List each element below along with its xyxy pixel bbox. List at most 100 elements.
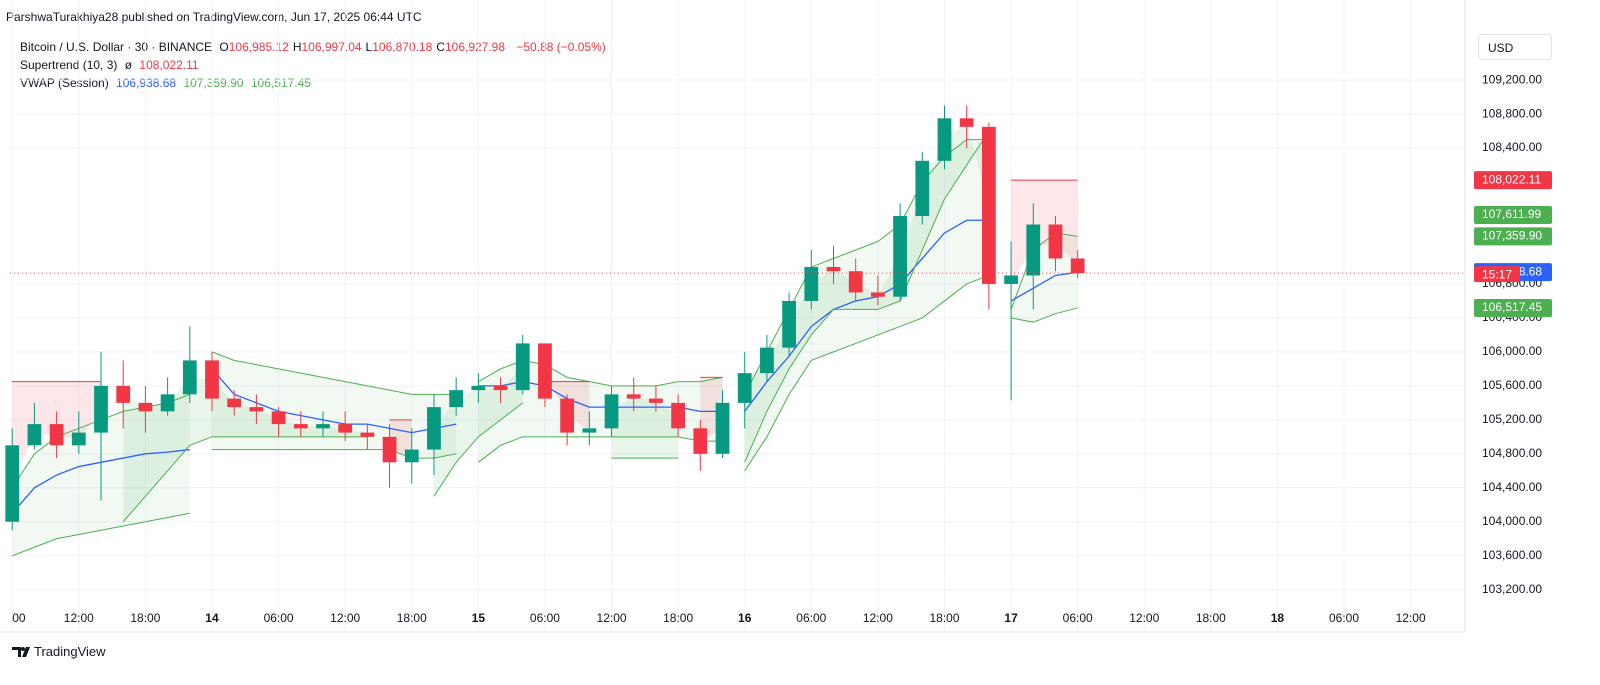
ohlc-key: H: [292, 40, 302, 54]
change: −50.88 (−0.05%): [516, 40, 606, 54]
indicator-value: 108,022.11: [139, 58, 199, 72]
x-tick-label: 12:00: [1396, 611, 1426, 625]
x-tick-label: 12:00: [64, 611, 94, 625]
candle-body: [737, 373, 752, 403]
candle-body: [160, 394, 175, 412]
countdown-badge: [1474, 266, 1520, 283]
candle-body: [71, 432, 86, 446]
vwap-upper-line: [11, 139, 1078, 489]
indicator-name: VWAP (Session): [20, 76, 109, 90]
price-badge-label: 107,611.99: [1482, 207, 1541, 221]
candle-body: [382, 436, 397, 463]
price-badge-label: 106,517.45: [1482, 300, 1542, 314]
candle-body: [27, 424, 42, 446]
price-badge: [1474, 298, 1552, 317]
candle-body: [760, 347, 774, 374]
indicator-symbol: ø: [124, 58, 133, 72]
candle-body: [582, 428, 597, 433]
x-tick-label: 00: [12, 611, 26, 625]
x-tick-label: 18: [1271, 611, 1285, 625]
currency-button[interactable]: USD: [1478, 34, 1552, 60]
candle-body: [560, 398, 575, 433]
supertrend-fill: [12, 381, 102, 484]
y-tick-label: 105,600.00: [1482, 378, 1542, 392]
x-tick-label: 06:00: [796, 611, 826, 625]
supertrend-up-line: [122, 130, 990, 523]
indicator-name: Supertrend (10, 3): [20, 58, 118, 72]
candle-body: [404, 449, 419, 463]
y-tick-label: 106,800.00: [1482, 276, 1542, 290]
indicator-value: 107,359.90: [183, 76, 244, 90]
x-tick-label: 15: [472, 611, 486, 625]
ohlc-key: O: [219, 40, 229, 54]
candle-body: [715, 402, 730, 454]
y-tick-label: 104,800.00: [1482, 446, 1542, 460]
candle-body: [1048, 224, 1063, 259]
x-tick-label: 14: [205, 611, 219, 625]
logo: [12, 646, 30, 657]
candle-body: [981, 126, 996, 284]
x-tick-label: 18:00: [1196, 611, 1226, 625]
price-badge: [1474, 263, 1552, 282]
x-tick-label: 18:00: [929, 611, 959, 625]
ohlc: O106,985.12 H106,997.04 L106,870.18 C106,92…: [219, 40, 509, 54]
y-tick-label: 108,800.00: [1482, 106, 1542, 120]
x-tick-label: 12:00: [1129, 611, 1159, 625]
candle-body: [338, 424, 353, 433]
vwap-band-fill: [211, 351, 457, 459]
candle-body: [893, 216, 907, 297]
y-tick-label: 109,200.00: [1482, 72, 1542, 86]
candle-body: [915, 160, 930, 217]
candle-body: [1004, 275, 1018, 284]
x-tick-label: 12:00: [863, 611, 893, 625]
x-tick-label: 06:00: [1329, 611, 1359, 625]
candle-body: [94, 385, 108, 433]
price-badge: [1474, 205, 1552, 224]
ohlc-value: 106,985.12: [228, 40, 289, 54]
candle-body: [515, 343, 530, 391]
indicator-value: 106,938.68: [116, 76, 177, 90]
x-tick-label: 18:00: [663, 611, 693, 625]
ohlc-key: L: [365, 40, 373, 54]
candle-body: [360, 432, 375, 437]
legend-vwap: VWAP (Session) 106,938.68 107,359.90 106…: [20, 76, 315, 90]
indicator-value: 106,517.45: [250, 76, 311, 90]
x-tick-label: 18:00: [130, 611, 160, 625]
supertrend-fill: [544, 371, 590, 431]
x-tick-label: 18:00: [397, 611, 427, 625]
candle-body: [5, 445, 20, 522]
vwap-band-fill: [1011, 232, 1078, 323]
candle-body: [871, 292, 885, 297]
candle-body: [49, 424, 64, 446]
candle-body: [249, 407, 264, 412]
y-tick-label: 106,400.00: [1482, 310, 1542, 324]
x-tick-label: 06:00: [1063, 611, 1093, 625]
supertrend-down-line: [12, 179, 1078, 421]
candle-body: [427, 407, 441, 450]
candle-body: [449, 390, 464, 408]
candle-body: [626, 394, 641, 399]
supertrend-fill: [611, 396, 679, 459]
x-tick-label: 12:00: [330, 611, 360, 625]
ohlc-value: 106,997.04: [301, 40, 362, 54]
symbol: Bitcoin / U.S. Dollar · 30 · BINANCE: [20, 40, 213, 54]
supertrend-fill: [123, 377, 368, 522]
price-badge: [1474, 227, 1552, 246]
vwap-band-fill: [478, 360, 723, 463]
candle-body: [227, 398, 242, 408]
supertrend-fill: [744, 122, 989, 463]
price-badge-label: 108,022.11: [1482, 172, 1541, 186]
supertrend-fill: [700, 377, 723, 442]
supertrend-fill: [1011, 180, 1078, 280]
price-badge-label: 106,938.68: [1482, 264, 1542, 278]
candle-body: [116, 385, 131, 403]
candle-body: [316, 424, 330, 429]
x-tick-label: 16: [738, 611, 752, 625]
ohlc-key: C: [436, 40, 445, 54]
y-tick-label: 106,000.00: [1482, 344, 1542, 358]
supertrend-fill: [389, 419, 412, 456]
footer-text: TradingView: [34, 644, 106, 659]
candle-body: [671, 402, 686, 429]
y-tick-label: 108,400.00: [1482, 140, 1542, 154]
